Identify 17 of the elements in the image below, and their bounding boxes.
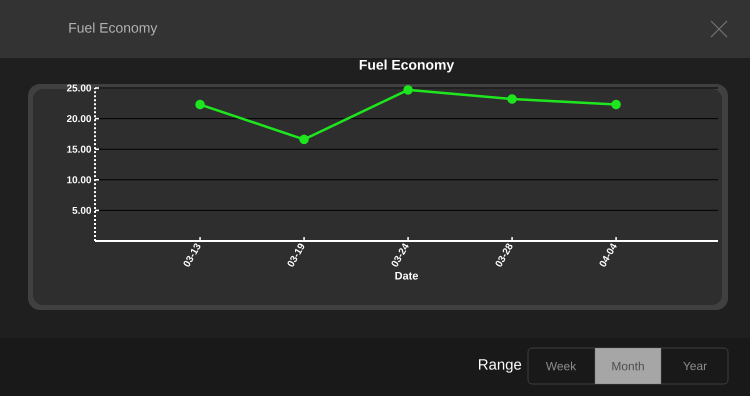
y-tick-label: 20.00 bbox=[66, 115, 92, 122]
point bbox=[195, 100, 205, 110]
text: Month bbox=[612, 362, 644, 370]
text: Fuel Economy bbox=[69, 22, 158, 36]
y-tick-label: 10.00 bbox=[67, 176, 92, 184]
x-axis-title: Date bbox=[395, 272, 418, 280]
point bbox=[299, 134, 309, 144]
text: Year bbox=[683, 362, 707, 370]
text: Range bbox=[478, 359, 522, 373]
point bbox=[611, 100, 621, 110]
chart-title: Fuel Economy bbox=[360, 60, 454, 72]
point bbox=[507, 94, 517, 104]
text: Week bbox=[546, 362, 576, 370]
y-tick-label: 25.00 bbox=[66, 84, 92, 92]
y-tick-label: 5.00 bbox=[72, 206, 92, 214]
point bbox=[403, 85, 413, 95]
y-tick-label: 15.00 bbox=[67, 146, 92, 153]
